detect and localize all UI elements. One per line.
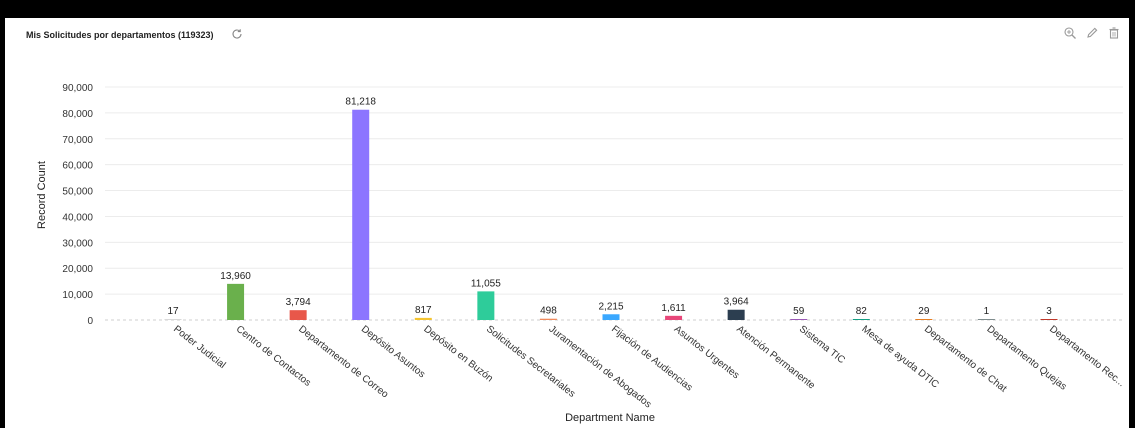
data-label: 2,215 (598, 301, 623, 312)
data-label: 29 (918, 306, 930, 317)
data-label: 1 (984, 306, 990, 317)
x-tick-label: Sistema TIC (797, 324, 847, 366)
x-tick-label: Depósito en Buzón (421, 324, 494, 385)
bars (164, 109, 1058, 320)
grid-lines (105, 86, 1123, 321)
widget-title: Mis Solicitudes por departamentos (11932… (26, 30, 214, 40)
bar[interactable] (227, 283, 245, 320)
y-tick-label: 70,000 (62, 135, 93, 146)
bar[interactable] (602, 314, 620, 320)
y-tick-label: 0 (87, 316, 93, 327)
bar[interactable] (665, 315, 683, 320)
data-label: 17 (167, 306, 179, 317)
bar[interactable] (727, 309, 745, 320)
bar[interactable] (352, 109, 370, 320)
y-axis-ticks: 0 10,000 20,000 30,000 40,000 50,000 60,000 70,… (62, 83, 93, 327)
chart-widget: Mis Solicitudes por departamentos (11932… (5, 18, 1129, 428)
data-label: 498 (540, 306, 557, 317)
y-tick-label: 40,000 (62, 212, 93, 223)
bar[interactable] (477, 291, 495, 320)
bar[interactable] (414, 317, 432, 320)
data-label: 82 (856, 306, 868, 317)
refresh-icon[interactable] (230, 27, 244, 41)
widget-header: Mis Solicitudes por departamentos (11932… (5, 18, 1129, 50)
y-tick-label: 10,000 (62, 290, 93, 301)
y-axis-label: Record Count (36, 161, 48, 229)
bar[interactable] (539, 318, 557, 320)
data-label: 1,611 (661, 303, 686, 314)
x-tick-label: Asuntos Urgentes (672, 324, 741, 382)
data-label: 3 (1046, 306, 1052, 317)
x-axis-ticks: Poder Judicial Centro de ContactosDeparta… (171, 324, 1126, 411)
widget-toolbar (1063, 26, 1121, 40)
data-label: 11,055 (471, 278, 501, 289)
data-label: 3,964 (724, 297, 749, 308)
x-tick-label: Poder Judicial (171, 324, 227, 371)
data-labels: 17 13,960 3,794 81,218 817 11,055 498 2,215 1,61… (167, 97, 1052, 317)
data-label: 81,218 (345, 97, 376, 108)
y-tick-label: 30,000 (62, 238, 93, 249)
bar[interactable] (852, 319, 870, 320)
zoom-icon[interactable] (1063, 26, 1077, 40)
data-label: 817 (415, 305, 432, 316)
y-tick-label: 50,000 (62, 187, 93, 198)
y-tick-label: 90,000 (62, 83, 93, 94)
trash-icon[interactable] (1107, 26, 1121, 40)
bar[interactable] (977, 319, 995, 320)
y-tick-label: 60,000 (62, 161, 93, 172)
y-tick-label: 20,000 (62, 264, 93, 275)
data-label: 59 (793, 306, 805, 317)
bar[interactable] (164, 319, 182, 320)
bar[interactable] (1040, 319, 1058, 320)
x-axis-label: Department Name (565, 412, 655, 424)
bar-chart: 0 10,000 20,000 30,000 40,000 50,000 60,000 70,… (36, 83, 1127, 424)
x-tick-label: Juramentación de Abogados (547, 324, 654, 411)
x-tick-label: Depósito Asuntos (359, 324, 427, 381)
bar[interactable] (915, 319, 933, 320)
pencil-icon[interactable] (1085, 26, 1099, 40)
bar[interactable] (289, 310, 307, 320)
bar[interactable] (790, 319, 808, 320)
data-label: 13,960 (220, 271, 251, 282)
data-label: 3,794 (286, 297, 311, 308)
y-tick-label: 80,000 (62, 109, 93, 120)
